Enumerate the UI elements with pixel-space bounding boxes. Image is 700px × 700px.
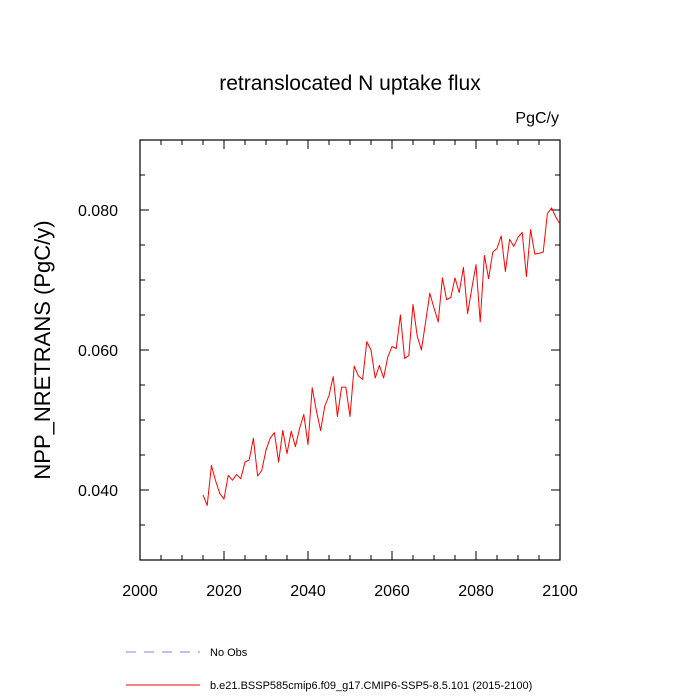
x-tick-label: 2080 xyxy=(458,583,494,600)
y-tick-label: 0.040 xyxy=(78,483,118,500)
units-label: PgC/y xyxy=(515,110,559,127)
x-tick-label: 2000 xyxy=(122,583,158,600)
y-axis-label: NPP_NRETRANS (PgC/y) xyxy=(30,220,55,479)
y-tick-label: 0.080 xyxy=(78,203,118,220)
plot-frame xyxy=(139,139,561,561)
y-tick-label: 0.060 xyxy=(78,343,118,360)
x-tick-label: 2020 xyxy=(206,583,242,600)
x-tick-label: 2040 xyxy=(290,583,326,600)
series-lines xyxy=(202,207,561,506)
series-line xyxy=(202,207,561,506)
axis-ticks: 2000 2020 2040 2060 2080 2100 0.040 0.060 0.080 xyxy=(78,139,578,600)
legend-label: No Obs xyxy=(210,647,248,659)
legend: No Obs b.e21.BSSP585cmip6.f09_g17.CMIP6-S… xyxy=(126,647,532,692)
x-tick-label: 2060 xyxy=(374,583,410,600)
chart-title: retranslocated N uptake flux xyxy=(219,72,481,95)
x-tick-label: 2100 xyxy=(542,583,578,600)
legend-label: b.e21.BSSP585cmip6.f09_g17.CMIP6-SSP5-8.… xyxy=(210,680,532,692)
